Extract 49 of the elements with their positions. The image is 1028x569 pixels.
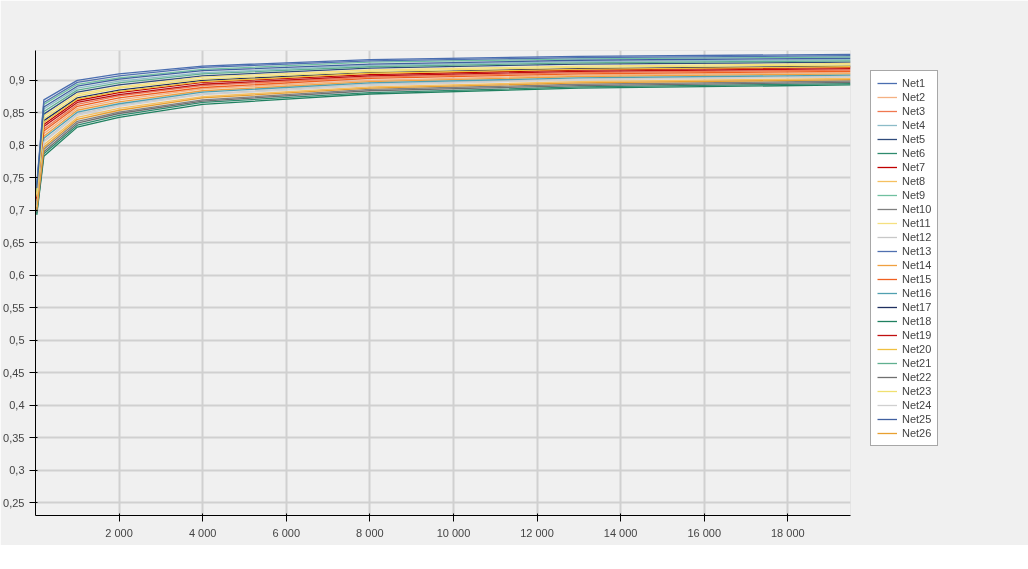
y-tick-label: 0,7 (9, 204, 25, 217)
legend-label: Net8 (902, 175, 926, 187)
legend-label: Net13 (902, 245, 932, 257)
legend-label: Net4 (902, 119, 926, 131)
x-tick-label: 12 000 (520, 526, 554, 539)
legend-label: Net3 (902, 105, 926, 117)
x-tick-label: 16 000 (687, 526, 722, 539)
legend-label: Net16 (902, 287, 932, 299)
y-tick-label: 0,85 (3, 106, 25, 119)
legend-label: Net20 (902, 343, 932, 355)
y-tick-label: 0,9 (9, 74, 25, 87)
y-tick-label: 0,55 (3, 301, 25, 314)
legend-label: Net15 (902, 273, 932, 285)
legend-label: Net6 (902, 147, 926, 159)
y-tick-label: 0,35 (3, 431, 25, 444)
x-tick-label: 18 000 (770, 526, 805, 539)
legend-label: Net11 (902, 217, 931, 229)
legend-label: Net19 (902, 329, 932, 341)
y-tick-label: 0,75 (3, 171, 25, 184)
legend-label: Net2 (902, 91, 926, 103)
x-tick-label: 14 000 (603, 526, 638, 539)
legend-label: Net26 (902, 427, 932, 439)
legend-label: Net10 (902, 203, 932, 215)
x-tick-label: 2 000 (105, 526, 133, 539)
y-tick-label: 0,65 (3, 236, 25, 249)
x-tick-label: 4 000 (188, 526, 217, 539)
legend-label: Net9 (902, 189, 926, 201)
y-tick-label: 0,6 (9, 269, 25, 282)
y-tick-label: 0,25 (3, 496, 25, 509)
legend-label: Net24 (902, 399, 932, 411)
legend-label: Net25 (902, 413, 932, 425)
legend-label: Net7 (902, 161, 926, 173)
legend-label: Net12 (902, 231, 932, 243)
legend-label: Net5 (902, 133, 926, 145)
y-tick-label: 0,3 (9, 464, 25, 477)
y-tick-label: 0,8 (9, 139, 25, 152)
x-tick-label: 10 000 (436, 526, 471, 539)
x-tick-label: 8 000 (356, 526, 384, 539)
y-tick-label: 0,4 (9, 399, 25, 412)
legend-label: Net23 (902, 385, 932, 397)
legend-label: Net21 (902, 357, 932, 369)
legend-label: Net18 (902, 315, 932, 327)
legend-label: Net14 (902, 259, 932, 271)
legend-label: Net22 (902, 371, 932, 383)
y-tick-label: 0,45 (3, 366, 25, 379)
x-tick-label: 6 000 (272, 526, 301, 539)
legend-label: Net1 (902, 77, 926, 89)
legend-label: Net17 (902, 301, 932, 313)
y-tick-label: 0,5 (9, 334, 25, 347)
